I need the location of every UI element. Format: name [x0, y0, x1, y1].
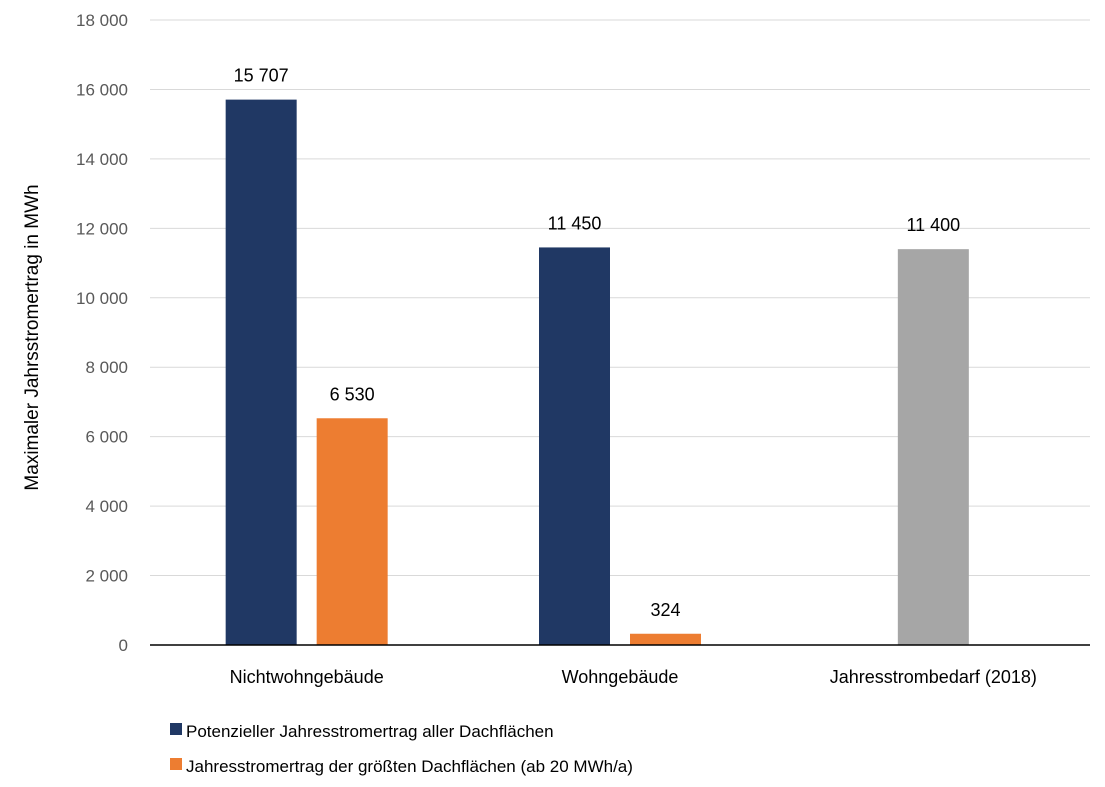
- y-tick-label: 8 000: [85, 358, 128, 377]
- bar: [630, 633, 701, 645]
- data-label: 6 530: [330, 384, 375, 404]
- x-axis-categories: Nichtwohngebäude Wohngebäude Jahresstrombe…: [230, 667, 1037, 687]
- data-label: 11 450: [548, 213, 602, 233]
- legend-swatch: [170, 758, 182, 770]
- x-category-label: Jahresstrombedarf (2018): [830, 667, 1037, 687]
- x-category-label: Wohngebäude: [562, 667, 679, 687]
- y-tick-label: 10 000: [76, 289, 128, 308]
- gridlines: [150, 19, 1090, 577]
- y-axis-ticks: 0 2 000 4 000 6 000 8 000 10 000 12 000 14 000 1…: [76, 11, 128, 655]
- y-tick-label: 12 000: [76, 219, 128, 238]
- y-axis-label: Maximaler Jahrsstromertrag in MWh: [22, 184, 43, 490]
- bar: [539, 247, 610, 646]
- bar: [225, 99, 297, 646]
- y-tick-label: 16 000: [76, 80, 128, 99]
- bars: [225, 99, 969, 646]
- data-label: 15 707: [234, 66, 289, 86]
- data-label: 11 400: [906, 215, 960, 235]
- legend-entry: Potenzieller Jahresstromertrag aller Dac…: [186, 722, 554, 741]
- x-category-label: Nichtwohngebäude: [230, 667, 384, 687]
- y-tick-label: 4 000: [85, 497, 128, 516]
- data-label: 324: [650, 600, 680, 620]
- y-tick-label: 18 000: [76, 11, 128, 30]
- y-tick-label: 14 000: [76, 150, 128, 169]
- y-tick-label: 0: [119, 636, 128, 655]
- bar: [316, 418, 388, 645]
- y-tick-label: 6 000: [85, 428, 128, 447]
- legend: Potenzieller Jahresstromertrag aller Dac…: [170, 722, 633, 776]
- bar: [897, 249, 969, 645]
- y-tick-label: 2 000: [85, 567, 128, 586]
- data-labels: 15 707 6 530 11 450 324 11 400: [234, 66, 961, 620]
- legend-swatch: [170, 723, 182, 735]
- legend-entry: Jahresstromertrag der größten Dachfläche…: [186, 757, 633, 776]
